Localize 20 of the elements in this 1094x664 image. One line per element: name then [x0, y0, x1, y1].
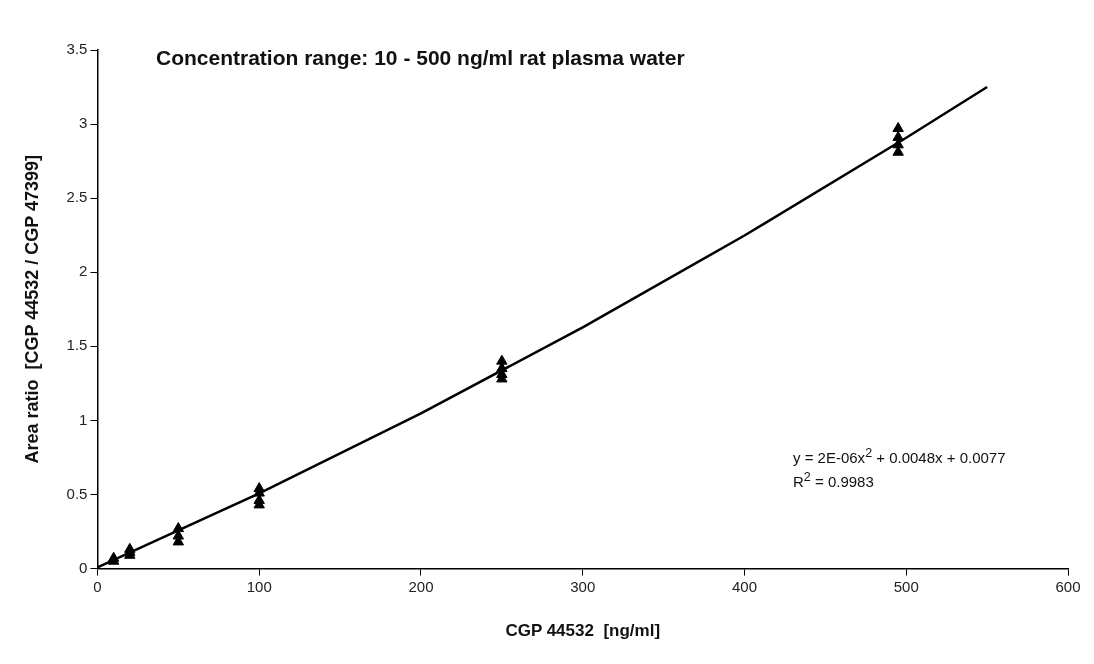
y-tick-label: 1 [79, 410, 88, 428]
y-axis-title: Area ratio [CGP 44532 / CGP 47399] [21, 155, 42, 464]
x-tick-label: 300 [570, 577, 596, 595]
x-tick-label: 200 [408, 577, 434, 595]
y-tick-label: 3.5 [66, 40, 88, 58]
x-tick-label: 500 [893, 577, 919, 595]
x-tick-label: 600 [1055, 577, 1081, 595]
chart-title: Concentration range: 10 - 500 ng/ml rat plasma water [156, 46, 685, 70]
y-tick-label: 0.5 [66, 484, 88, 502]
x-tick-label: 100 [246, 577, 272, 595]
y-tick-label: 2.5 [66, 188, 88, 206]
x-axis-title: CGP 44532 [ng/ml] [505, 621, 661, 641]
annotation: y = 2E-06x$^{2}$ + 0.0048x + 0.0077 [793, 446, 1006, 466]
x-tick-label: 400 [731, 577, 757, 595]
x-tick-label: 0 [93, 577, 102, 595]
y-tick-label: 2 [79, 262, 88, 280]
y-tick-label: 3 [79, 114, 88, 132]
y-tick-label: 0 [79, 558, 88, 576]
annotation: R$^{2}$ = 0.9983 [793, 470, 874, 490]
y-tick-label: 1.5 [66, 336, 88, 354]
